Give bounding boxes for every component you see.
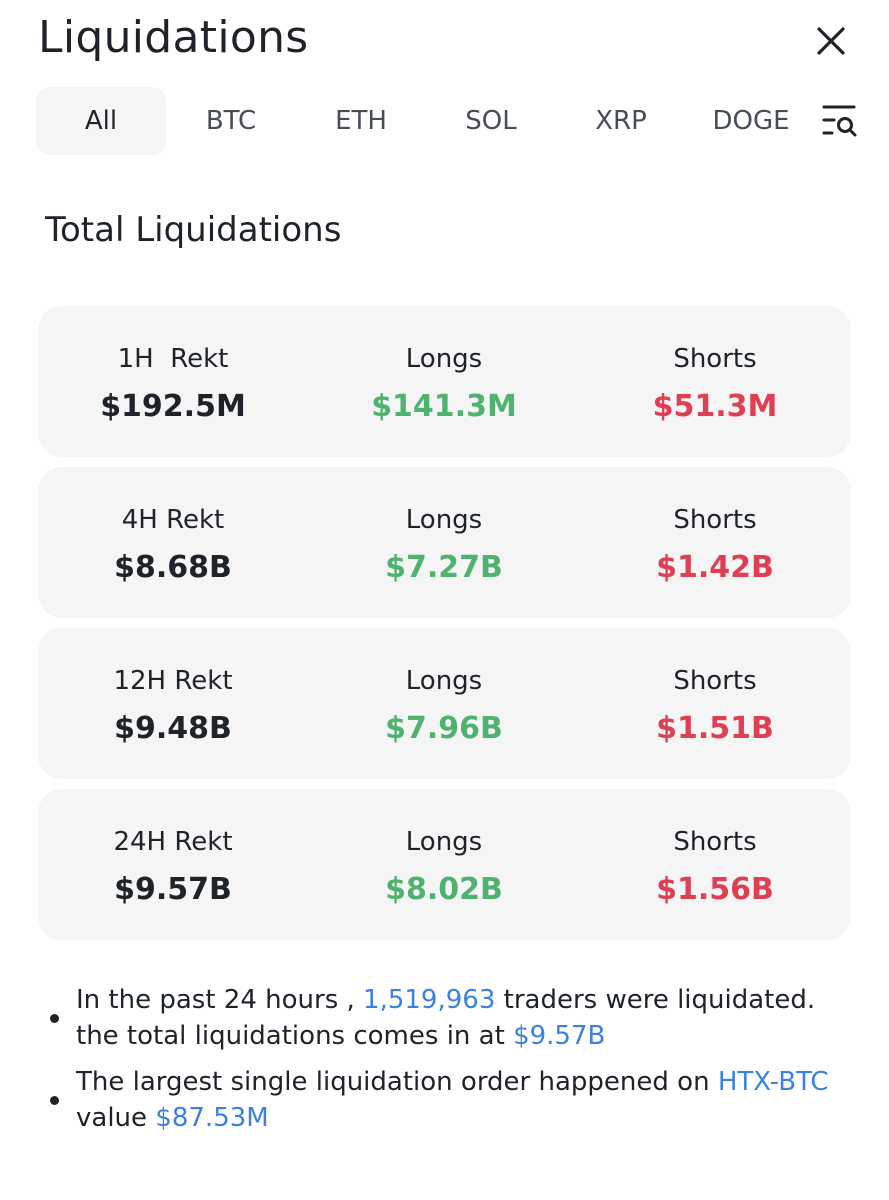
liquidation-card-1h: 1H Rekt $192.5M Longs $141.3M Shorts $51… [38,306,851,457]
shorts-value: $1.42B [656,550,774,585]
period-label: 4H Rekt [121,505,225,535]
shorts-column: Shorts $1.56B [580,825,850,909]
liquidation-card-4h: 4H Rekt $8.68B Longs $7.27B Shorts $1.42… [38,467,851,618]
shorts-column: Shorts $1.51B [580,664,850,748]
total-column: 4H Rekt $8.68B [38,503,308,587]
liquidation-card-12h: 12H Rekt $9.48B Longs $7.96B Shorts $1.5… [38,628,851,779]
note-text: value [76,1103,156,1133]
period-label: 1H Rekt [117,344,229,374]
shorts-label: Shorts [673,666,757,696]
section-title: Total Liquidations [45,210,342,250]
longs-label: Longs [405,505,483,535]
longs-column: Longs $8.02B [309,825,579,909]
shorts-label: Shorts [673,505,757,535]
longs-column: Longs $141.3M [309,342,579,426]
tab-xrp[interactable]: XRP [595,106,647,136]
liquidation-card-24h: 24H Rekt $9.57B Longs $8.02B Shorts $1.5… [38,789,851,940]
shorts-column: Shorts $1.42B [580,503,850,587]
summary-notes: In the past 24 hours , 1,519,963 traders… [48,982,858,1146]
total-column: 1H Rekt $192.5M [38,342,308,426]
total-liquidations-link[interactable]: $9.57B [513,1021,606,1051]
note-text: The largest single liquidation order hap… [76,1067,718,1097]
order-value-link[interactable]: $87.53M [155,1103,269,1133]
period-label: 24H Rekt [113,827,233,857]
longs-column: Longs $7.27B [309,503,579,587]
note-largest-order: The largest single liquidation order hap… [48,1064,858,1136]
close-button[interactable] [808,18,854,64]
bullet-dot [50,1014,59,1023]
coin-tabs: All BTC ETH SOL XRP DOGE [36,87,866,155]
shorts-value: $1.51B [656,711,774,746]
note-traders-liquidated: In the past 24 hours , 1,519,963 traders… [48,982,858,1054]
shorts-value: $51.3M [652,389,778,424]
tab-sol[interactable]: SOL [465,106,517,136]
total-value: $9.48B [114,711,232,746]
total-value: $8.68B [114,550,232,585]
total-value: $192.5M [100,389,246,424]
tab-btc[interactable]: BTC [205,106,257,136]
total-column: 24H Rekt $9.57B [38,825,308,909]
longs-value: $7.96B [385,711,503,746]
shorts-value: $1.56B [656,872,774,907]
tab-eth[interactable]: ETH [335,106,387,136]
total-column: 12H Rekt $9.48B [38,664,308,748]
longs-label: Longs [405,344,483,374]
shorts-label: Shorts [673,344,757,374]
longs-label: Longs [405,827,483,857]
traders-count-link[interactable]: 1,519,963 [363,985,496,1015]
longs-column: Longs $7.96B [309,664,579,748]
period-label: 12H Rekt [113,666,233,696]
tab-doge[interactable]: DOGE [712,106,790,136]
close-icon [817,27,845,55]
longs-value: $7.27B [385,550,503,585]
shorts-column: Shorts $51.3M [580,342,850,426]
total-value: $9.57B [114,872,232,907]
longs-value: $141.3M [371,389,517,424]
pair-link[interactable]: HTX-BTC [717,1067,829,1097]
page-title: Liquidations [38,12,309,63]
longs-label: Longs [405,666,483,696]
bullet-dot [50,1096,59,1105]
filter-search-icon[interactable] [820,101,860,141]
note-text: traders were liquidated. the total liqui… [76,985,816,1051]
note-text: In the past 24 hours , [76,985,364,1015]
tab-all[interactable]: All [36,87,166,155]
liquidation-cards: 1H Rekt $192.5M Longs $141.3M Shorts $51… [38,306,851,950]
shorts-label: Shorts [673,827,757,857]
longs-value: $8.02B [385,872,503,907]
